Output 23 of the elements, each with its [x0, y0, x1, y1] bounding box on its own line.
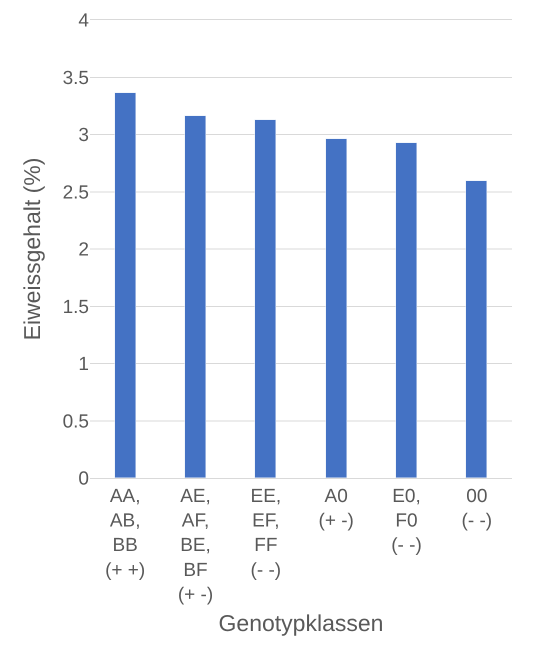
x-tick-label: 00 (- -)	[462, 486, 492, 532]
bar	[254, 120, 276, 478]
y-tick-label: 4	[78, 10, 90, 32]
bar	[114, 92, 136, 478]
x-tick-label: EE, EF, FF (- -)	[250, 486, 282, 581]
bar	[184, 116, 206, 478]
x-axis-title: Genotypklassen	[218, 610, 384, 636]
y-axis-title: Eiweissgehalt (%)	[19, 158, 46, 340]
y-tick-label: 1.5	[62, 296, 89, 318]
y-tick-label: 3.5	[62, 68, 89, 89]
x-tick-label: AE, AF, BE, BF (+ -)	[178, 486, 214, 606]
bar	[326, 138, 347, 478]
y-tick-label: 2.5	[62, 182, 89, 204]
y-tick-label: 3	[78, 125, 89, 146]
y-tick-label: 2	[78, 240, 89, 261]
y-tick-label: 0	[78, 468, 89, 490]
x-tick-label: A0 (+ -)	[318, 486, 354, 532]
x-tick-label: E0, F0 (- -)	[391, 486, 422, 556]
x-tick-label: AA, AB, BB (+ +)	[105, 486, 146, 581]
bar	[396, 142, 417, 478]
y-tick-label: 0.5	[62, 411, 89, 432]
bar	[466, 180, 487, 478]
y-tick-label: 1	[78, 354, 89, 376]
